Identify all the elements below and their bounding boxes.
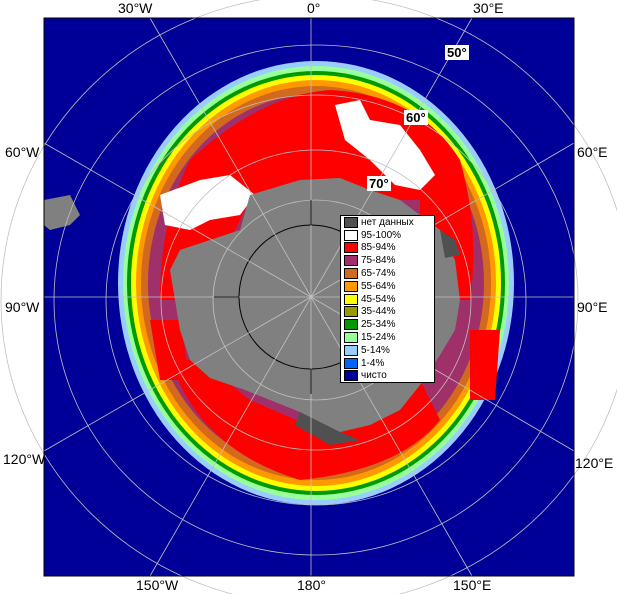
- legend-swatch: [344, 280, 358, 292]
- legend-item: 15-24%: [341, 331, 434, 344]
- legend-label: 15-24%: [361, 332, 396, 344]
- legend-swatch: [344, 229, 358, 241]
- legend-swatch: [344, 344, 358, 356]
- legend-item: 35-44%: [341, 306, 434, 319]
- label-0: 0°: [307, 0, 321, 16]
- label-lat-70: 70°: [367, 176, 391, 191]
- ice-zone-85-94-south: [170, 360, 440, 480]
- legend-swatch: [344, 216, 358, 228]
- label-90w: 90°W: [5, 299, 40, 315]
- label-30w: 30°W: [118, 0, 153, 16]
- legend-item: 25-34%: [341, 318, 434, 331]
- legend-label: 45-54%: [361, 293, 396, 305]
- legend-label: чисто: [361, 370, 387, 382]
- legend-item: 45-54%: [341, 293, 434, 306]
- label-150w: 150°W: [136, 577, 179, 593]
- legend-label: 65-74%: [361, 268, 396, 280]
- legend-label: нет данных: [361, 216, 414, 228]
- legend-swatch: [344, 242, 358, 254]
- legend-swatch: [344, 293, 358, 305]
- label-60w: 60°W: [5, 144, 40, 160]
- legend-label: 5-14%: [361, 344, 390, 356]
- legend-item: 75-84%: [341, 254, 434, 267]
- legend-label: 95-100%: [361, 229, 402, 241]
- legend: нет данных 95-100% 85-94% 75-84% 65-74% …: [340, 215, 435, 384]
- meridian-lines: [43, 17, 575, 577]
- label-150e: 150°E: [453, 577, 492, 593]
- ice-zone-95-100-weddell: [335, 100, 435, 190]
- south-america-landmass: [44, 195, 80, 230]
- legend-item: 85-94%: [341, 242, 434, 255]
- legend-label: 85-94%: [361, 242, 396, 254]
- label-120e: 120°E: [575, 455, 614, 471]
- legend-swatch: [344, 357, 358, 369]
- label-90e: 90°E: [577, 299, 608, 315]
- no-data-patch: [440, 230, 460, 258]
- legend-item: чисто: [341, 370, 434, 383]
- legend-label: 75-84%: [361, 255, 396, 267]
- legend-label: 55-64%: [361, 280, 396, 292]
- legend-swatch: [344, 370, 358, 382]
- ice-zone-95-100-bellingshausen: [160, 175, 255, 230]
- legend-label: 25-34%: [361, 319, 396, 331]
- legend-swatch: [344, 332, 358, 344]
- legend-swatch: [344, 319, 358, 331]
- label-lat-60: 60°: [404, 110, 428, 125]
- legend-item: нет данных: [341, 216, 434, 229]
- label-120w: 120°W: [3, 451, 46, 467]
- legend-swatch: [344, 306, 358, 318]
- ice-zone-85-94-east: [470, 330, 500, 400]
- legend-item: 5-14%: [341, 344, 434, 357]
- legend-item: 65-74%: [341, 267, 434, 280]
- legend-item: 1-4%: [341, 357, 434, 370]
- legend-item: 95-100%: [341, 229, 434, 242]
- legend-item: 55-64%: [341, 280, 434, 293]
- label-180: 180°: [297, 577, 326, 593]
- legend-swatch: [344, 268, 358, 280]
- legend-label: 1-4%: [361, 357, 385, 369]
- label-lat-50: 50°: [445, 45, 469, 60]
- legend-label: 35-44%: [361, 306, 396, 318]
- label-30e: 30°E: [473, 0, 504, 16]
- legend-swatch: [344, 255, 358, 267]
- label-60e: 60°E: [577, 144, 608, 160]
- map-frame: [43, 17, 575, 577]
